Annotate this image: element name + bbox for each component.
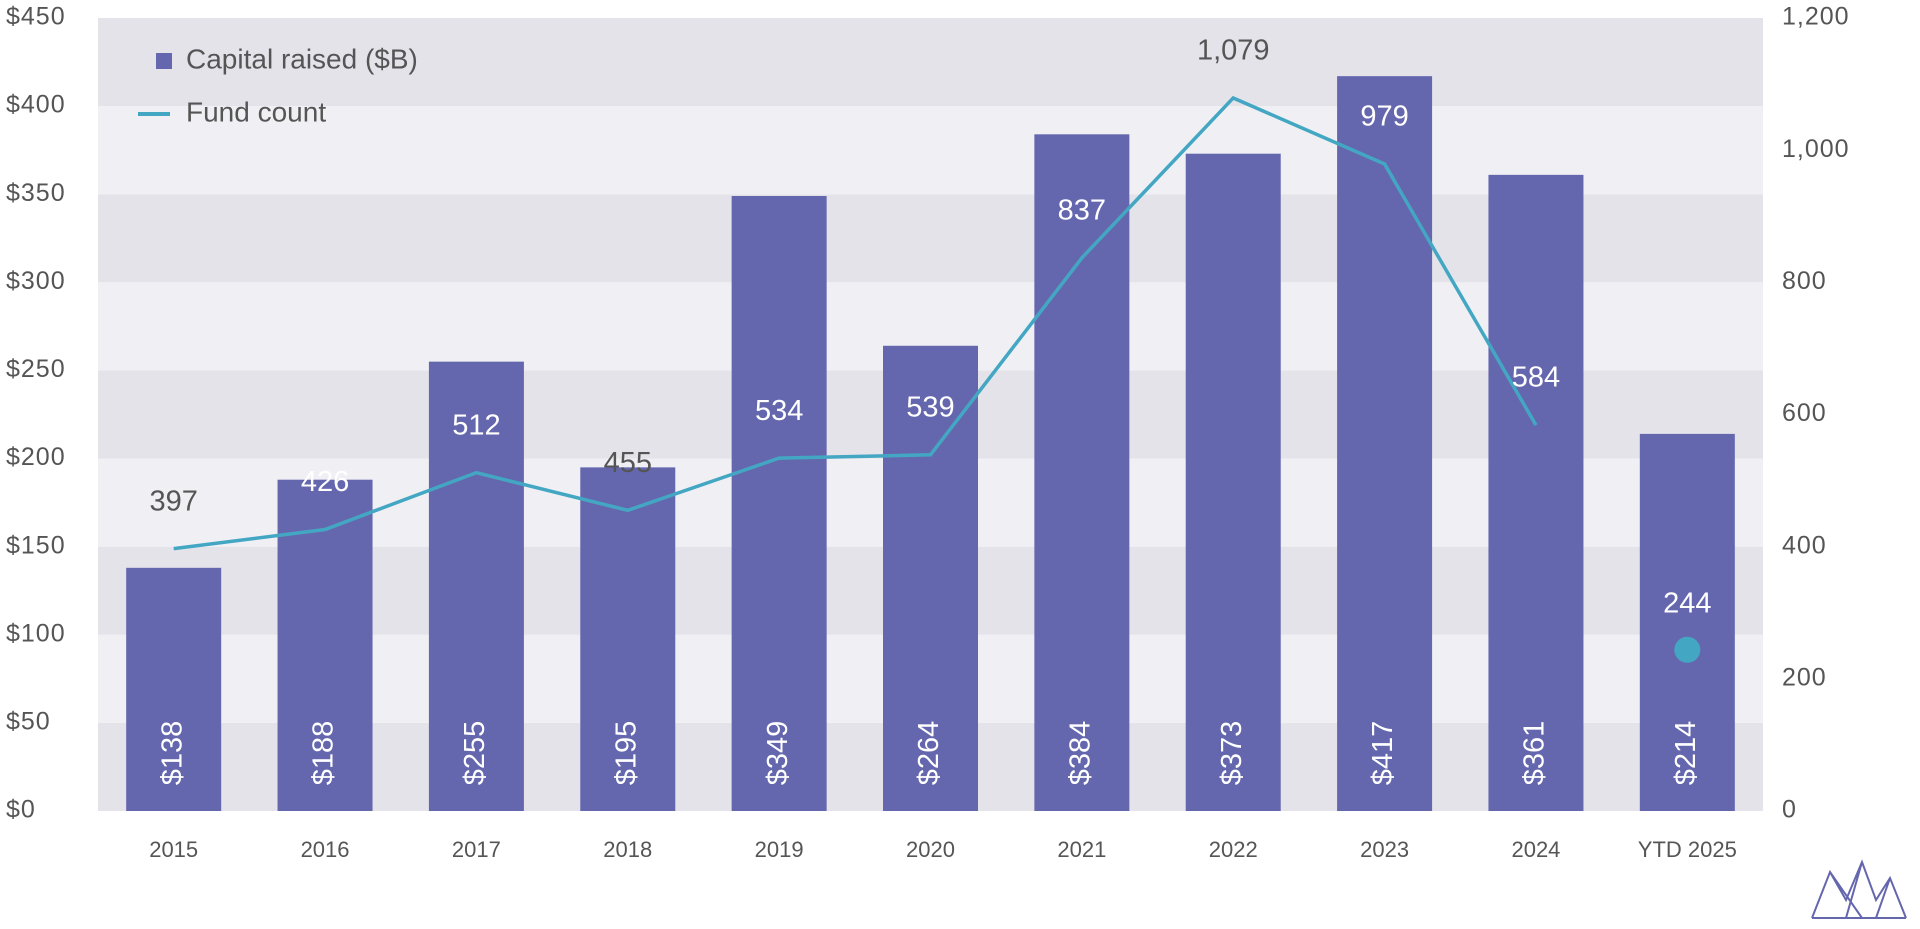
y-tick-label: $50 xyxy=(6,707,51,735)
bar xyxy=(1639,433,1735,811)
y-tick-label: $450 xyxy=(6,3,66,31)
bar xyxy=(1337,76,1433,812)
y2-tick-label: 400 xyxy=(1782,531,1827,559)
x-tick-label: 2021 xyxy=(1057,837,1106,862)
x-tick-label: 2019 xyxy=(755,837,804,862)
legend-swatch xyxy=(156,53,172,69)
bar-value-label: $373 xyxy=(1216,721,1248,786)
grid-band xyxy=(98,18,1763,107)
y2-tick-label: 800 xyxy=(1782,267,1827,295)
y-tick-label: $0 xyxy=(6,796,36,824)
line-value-label: 979 xyxy=(1360,101,1408,133)
bar-value-label: $361 xyxy=(1519,721,1551,786)
y-tick-label: $150 xyxy=(6,531,66,559)
y2-tick-label: 0 xyxy=(1782,796,1797,824)
y2-tick-label: 1,200 xyxy=(1782,3,1850,31)
bar-value-label: $195 xyxy=(610,721,642,786)
grid-band xyxy=(98,194,1763,283)
bar-value-label: $417 xyxy=(1367,721,1399,786)
bar xyxy=(428,361,524,811)
y-tick-label: $300 xyxy=(6,267,66,295)
line-value-label: 837 xyxy=(1058,195,1106,227)
x-tick-label: 2015 xyxy=(149,837,198,862)
bar xyxy=(1185,153,1281,812)
fund-count-line xyxy=(173,95,1538,551)
x-tick-label: 2023 xyxy=(1360,837,1409,862)
legend-label: Capital raised ($B) xyxy=(186,43,418,74)
bar-value-label: $214 xyxy=(1670,721,1702,786)
line-value-label: 426 xyxy=(301,466,349,498)
y-tick-label: $350 xyxy=(6,179,66,207)
bar xyxy=(883,345,978,811)
line-value-label: 534 xyxy=(755,395,803,427)
line-value-label: 539 xyxy=(906,391,954,423)
bar-value-label: $255 xyxy=(459,721,491,786)
y-tick-label: $250 xyxy=(6,355,66,383)
bar-value-label: $384 xyxy=(1065,721,1097,786)
x-tick-label: 2017 xyxy=(452,837,501,862)
bar-value-label: $188 xyxy=(308,721,340,786)
fund-count-point xyxy=(1674,636,1701,663)
legend-label: Fund count xyxy=(186,96,326,127)
line-value-label: 244 xyxy=(1663,587,1711,619)
line-value-label: 455 xyxy=(604,447,652,479)
x-tick-label: 2020 xyxy=(906,837,955,862)
y-tick-label: $400 xyxy=(6,91,66,119)
bar xyxy=(1034,134,1130,812)
y-tick-label: $100 xyxy=(6,619,66,647)
bar xyxy=(126,567,222,811)
x-tick-label: YTD 2025 xyxy=(1638,837,1737,862)
y2-tick-label: 1,000 xyxy=(1782,135,1850,163)
y-tick-label: $200 xyxy=(6,443,66,471)
line-value-label: 1,079 xyxy=(1197,35,1270,67)
logo xyxy=(1811,859,1907,919)
line-value-label: 512 xyxy=(452,409,500,441)
bar xyxy=(731,195,827,812)
bar xyxy=(1488,174,1584,812)
bar-value-label: $264 xyxy=(913,721,945,786)
line-value-label: 584 xyxy=(1512,362,1560,394)
line-value-label: 397 xyxy=(149,485,197,517)
bar-value-label: $138 xyxy=(156,721,188,786)
x-tick-label: 2018 xyxy=(603,837,652,862)
x-tick-label: 2016 xyxy=(301,837,350,862)
grid-band xyxy=(98,106,1763,195)
y2-tick-label: 200 xyxy=(1782,663,1827,691)
y2-tick-label: 600 xyxy=(1782,399,1827,427)
x-tick-label: 2024 xyxy=(1511,837,1560,862)
bar xyxy=(580,467,676,811)
x-tick-label: 2022 xyxy=(1209,837,1258,862)
bar-value-label: $349 xyxy=(762,721,794,786)
